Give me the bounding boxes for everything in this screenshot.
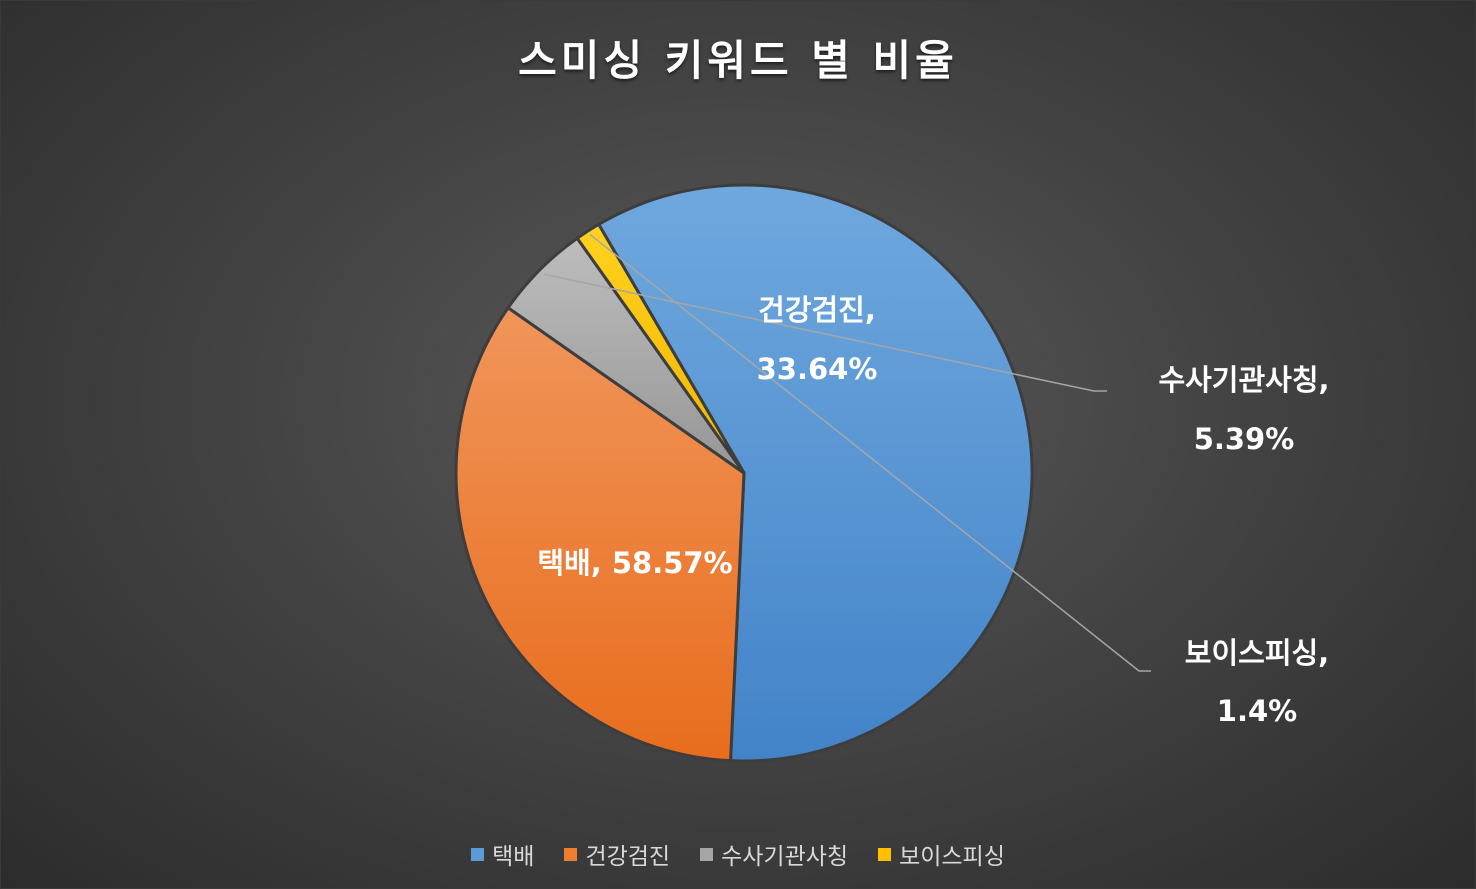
legend-item-4: 보이스피싱 bbox=[878, 837, 1005, 871]
legend-swatch-1 bbox=[471, 847, 485, 861]
legend-label-4: 보이스피싱 bbox=[899, 844, 1005, 870]
data-label-slice-2-name: 건강검진, bbox=[758, 293, 876, 327]
pie-slice-1 bbox=[596, 183, 1034, 763]
data-label-slice-1: 택배, 58.57% bbox=[537, 546, 732, 580]
data-label-slice-4-name: 보이스피싱, bbox=[1185, 636, 1329, 670]
legend-label-3: 수사기관사칭 bbox=[721, 844, 849, 870]
legend-label-1: 택배 bbox=[492, 844, 535, 870]
legend-swatch-3 bbox=[700, 847, 714, 861]
legend-item-3: 수사기관사칭 bbox=[700, 837, 848, 871]
leader-line-slice-3 bbox=[543, 273, 1107, 392]
legend-item-1: 택배 bbox=[471, 837, 534, 871]
legend-label-2: 건강검진 bbox=[585, 844, 671, 870]
leader-line-slice-4 bbox=[589, 233, 1151, 672]
data-label-slice-3-value: 5.39% bbox=[1194, 422, 1295, 456]
data-label-slice-2-value: 33.64% bbox=[757, 352, 878, 386]
legend-swatch-4 bbox=[878, 847, 892, 861]
chart-title: 스미싱 키워드 별 비율 bbox=[518, 36, 958, 85]
pie-slice-4 bbox=[575, 222, 746, 474]
data-label-slice-3-name: 수사기관사칭, bbox=[1158, 363, 1329, 397]
pie-slice-2 bbox=[454, 305, 746, 763]
legend-swatch-2 bbox=[564, 847, 578, 861]
legend: 택배 건강검진 수사기관사칭 보이스피싱 bbox=[1, 837, 1475, 871]
data-label-slice-4-value: 1.4% bbox=[1217, 694, 1297, 728]
legend-item-2: 건강검진 bbox=[564, 837, 670, 871]
